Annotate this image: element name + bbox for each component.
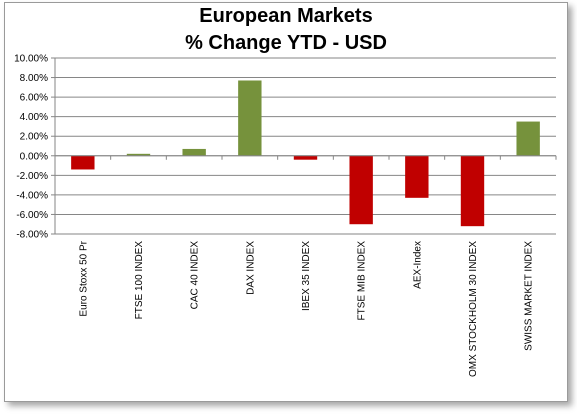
bar [349,155,373,225]
chart-subtitle: % Change YTD - USD [185,32,387,54]
x-tick-label: AEX-Index [412,241,423,289]
chart-title: European Markets [199,5,372,27]
y-axis-ticks: 10.00% 8.00% 6.00% 4.00% 2.00% 0.00% -2.00% -4.… [14,54,48,241]
y-tick-label: -2.00% [16,171,48,182]
y-tick-label: -4.00% [16,190,48,201]
bar [126,153,151,156]
bar [405,155,429,198]
y-tick-label: -6.00% [16,210,48,221]
x-tick-label: DAX INDEX [245,241,256,295]
x-tick-label: FTSE MIB INDEX [357,241,368,321]
y-tick-label: -8.00% [16,230,48,241]
x-axis-ticks: Euro Stoxx 50 Pr FTSE 100 INDEX CAC 40 IND… [78,240,534,377]
x-tick-label: IBEX 35 INDEX [301,241,312,311]
bar [293,155,318,160]
bar [182,148,206,156]
y-tick-label: 6.00% [20,93,48,104]
x-tick-label: SWISS MARKET INDEX [524,241,535,351]
x-tick-label: FTSE 100 INDEX [134,241,145,320]
y-tick-label: 4.00% [20,112,48,123]
bar [460,155,485,227]
bar [516,121,540,156]
x-tick-label: CAC 40 INDEX [190,241,201,310]
bars [71,80,540,227]
y-tick-label: 0.00% [20,151,48,162]
bar [238,80,262,156]
y-tick-label: 10.00% [14,54,48,65]
x-tick-label: Euro Stoxx 50 Pr [78,240,89,316]
y-tick-label: 8.00% [20,73,48,84]
axes [51,57,557,235]
y-tick-label: 2.00% [20,132,48,143]
bar [71,155,95,170]
x-tick-label: OMX STOCKHOLM 30 INDEX [468,241,479,377]
